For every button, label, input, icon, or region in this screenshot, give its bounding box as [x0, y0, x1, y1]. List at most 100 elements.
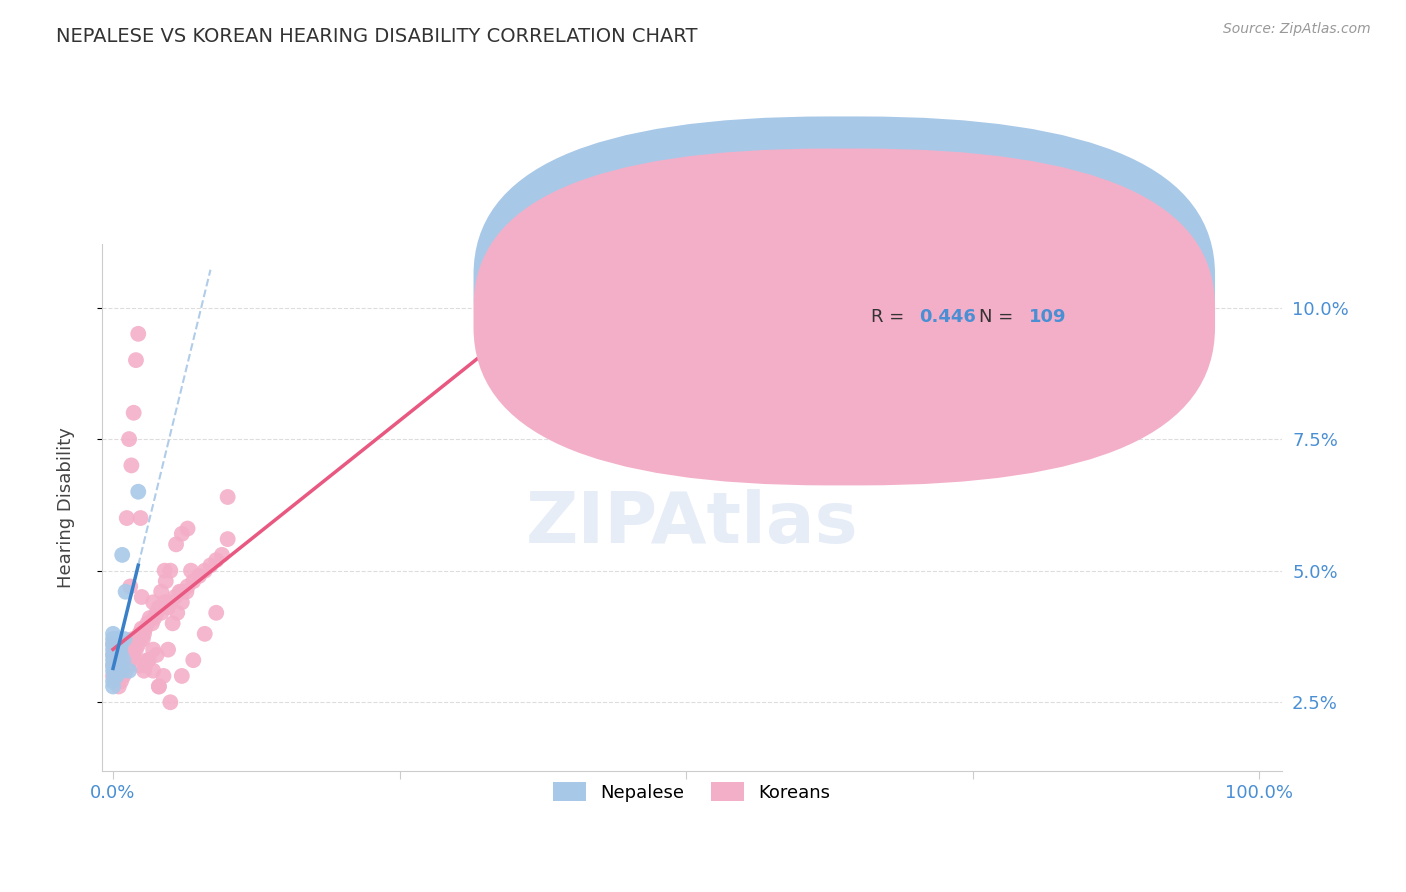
Point [103, 653, 125, 667]
Point [105, 653, 128, 667]
Point [124, 637, 146, 651]
Point [127, 484, 149, 499]
Point [200, 558, 222, 573]
Text: 0.670: 0.670 [918, 276, 976, 293]
Point [150, 584, 173, 599]
Point [211, 548, 233, 562]
Point [176, 522, 198, 536]
Point [111, 664, 134, 678]
Point [110, 637, 132, 651]
Point [127, 637, 149, 651]
Point [101, 680, 124, 694]
Point [103, 632, 125, 646]
Point [136, 616, 159, 631]
Point [128, 627, 150, 641]
Point [101, 632, 124, 646]
Point [120, 579, 142, 593]
Text: 39: 39 [1028, 276, 1053, 293]
Point [107, 664, 129, 678]
Point [132, 627, 155, 641]
Point [101, 637, 124, 651]
Point [155, 574, 177, 589]
Point [188, 569, 211, 583]
Point [107, 658, 129, 673]
Point [180, 564, 202, 578]
FancyBboxPatch shape [799, 260, 1153, 344]
Point [107, 642, 129, 657]
Point [104, 664, 127, 678]
Point [114, 642, 136, 657]
Point [101, 648, 124, 662]
Point [194, 627, 217, 641]
Point [101, 658, 124, 673]
Point [101, 674, 124, 689]
Point [120, 642, 142, 657]
Point [112, 658, 135, 673]
Point [118, 664, 141, 678]
Point [111, 669, 134, 683]
Point [181, 653, 204, 667]
Point [103, 669, 125, 683]
Point [176, 584, 198, 599]
Point [105, 669, 128, 683]
Point [120, 458, 142, 473]
Point [138, 611, 160, 625]
Point [101, 664, 124, 678]
Point [114, 632, 136, 646]
Point [104, 669, 127, 683]
Legend: Nepalese, Koreans: Nepalese, Koreans [547, 775, 838, 809]
Point [103, 648, 125, 662]
Point [115, 658, 138, 673]
Text: N =: N = [979, 308, 1019, 326]
Point [110, 674, 132, 689]
Point [108, 658, 131, 673]
Point [101, 627, 124, 641]
Point [111, 648, 134, 662]
Point [170, 526, 193, 541]
Point [194, 564, 217, 578]
Point [125, 642, 148, 657]
Point [153, 564, 176, 578]
Point [107, 680, 129, 694]
Point [107, 632, 129, 646]
Point [104, 648, 127, 662]
Text: Source: ZipAtlas.com: Source: ZipAtlas.com [1223, 22, 1371, 37]
Point [104, 658, 127, 673]
Point [145, 648, 167, 662]
Point [101, 642, 124, 657]
Point [205, 553, 228, 567]
Point [107, 653, 129, 667]
Point [148, 600, 170, 615]
Point [122, 648, 145, 662]
Point [107, 664, 129, 678]
Text: ZIPAtlas: ZIPAtlas [526, 489, 858, 558]
Point [103, 653, 125, 667]
Point [117, 642, 139, 657]
Point [157, 642, 180, 657]
Point [114, 584, 136, 599]
Point [134, 622, 156, 636]
Point [163, 590, 186, 604]
Point [110, 653, 132, 667]
Point [111, 664, 134, 678]
Point [121, 632, 143, 646]
Point [101, 637, 124, 651]
Point [108, 642, 131, 657]
Point [138, 653, 160, 667]
Point [104, 632, 127, 646]
Point [105, 664, 128, 678]
Point [150, 606, 173, 620]
Point [121, 648, 143, 662]
Point [145, 606, 167, 620]
Point [153, 595, 176, 609]
Point [205, 606, 228, 620]
Point [107, 664, 129, 678]
Point [170, 669, 193, 683]
Point [152, 669, 174, 683]
Point [108, 648, 131, 662]
Point [122, 406, 145, 420]
Point [128, 658, 150, 673]
Point [170, 595, 193, 609]
Point [105, 658, 128, 673]
Point [124, 637, 146, 651]
